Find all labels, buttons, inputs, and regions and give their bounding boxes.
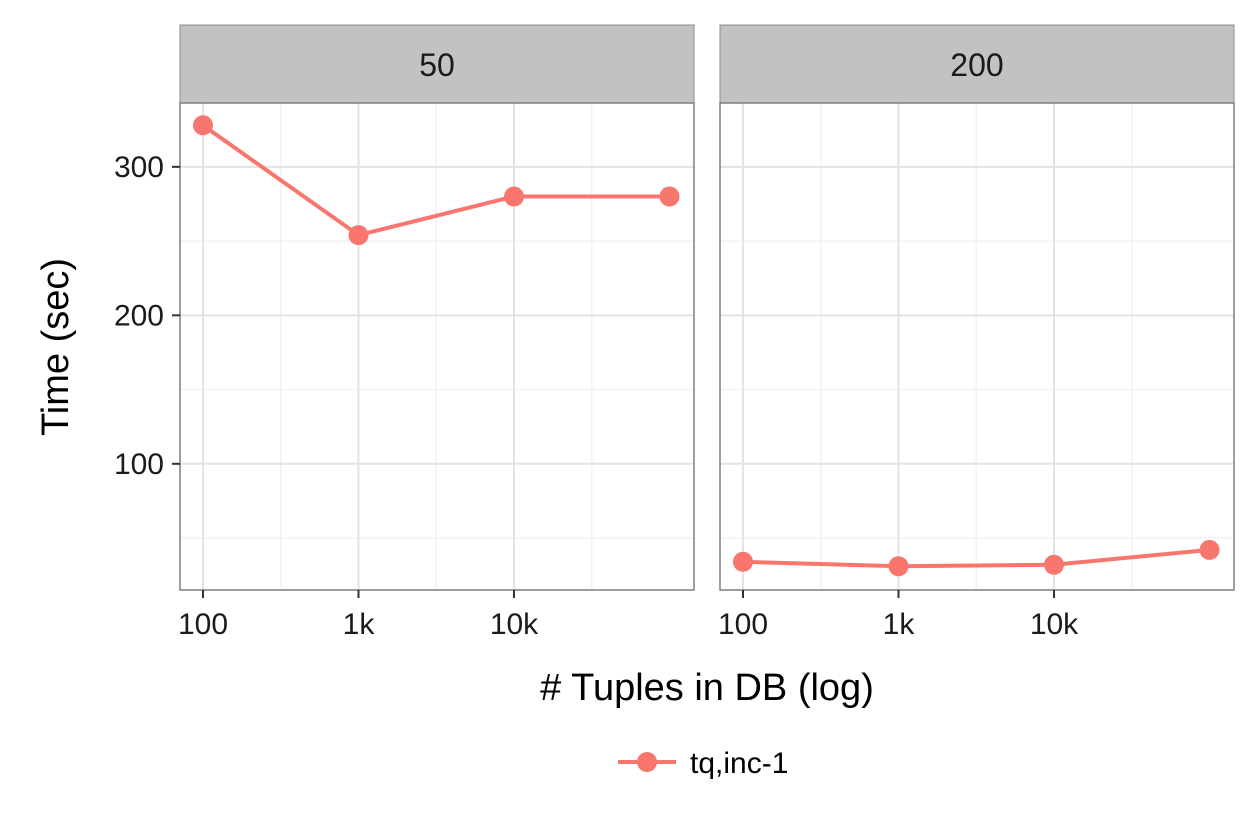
series-line-tq-inc-1-facet-1 (201, 123, 670, 238)
facet-label-1: 50 (419, 47, 455, 83)
data-point (193, 115, 213, 136)
facet-panel-2: 200 (719, 24, 1235, 591)
facet-strip-2 (719, 24, 1235, 104)
x-tick-label: 100 (178, 608, 228, 641)
legend: tq,inc-1 (618, 747, 788, 780)
grid-2 (720, 103, 1234, 590)
y-tick-label: 100 (114, 448, 164, 481)
points-2 (733, 539, 1220, 577)
data-point (348, 225, 369, 246)
x-tick-label: 10k (490, 608, 539, 641)
data-point (733, 551, 753, 572)
legend-entry-tq-inc-1: tq,inc-1 (690, 747, 788, 780)
y-axis: 100 200 300 (114, 151, 180, 481)
x-tick-label: 10k (1030, 608, 1079, 641)
facet-panel-1: 50 (179, 24, 695, 591)
x-tick-label: 100 (718, 608, 768, 641)
grid-1 (180, 103, 694, 590)
y-tick-label: 300 (114, 151, 164, 184)
legend-key-point (637, 752, 657, 772)
x-axis-title: # Tuples in DB (log) (540, 667, 874, 709)
facet-strip-1 (179, 24, 695, 104)
data-point (659, 186, 680, 207)
x-tick-label: 1k (343, 608, 376, 641)
x-tick-label: 1k (883, 608, 916, 641)
data-point (504, 186, 524, 207)
series-line-tq-inc-1-facet-2 (742, 547, 1210, 569)
y-tick-label: 200 (114, 299, 164, 332)
data-point (888, 556, 909, 577)
points-1 (193, 115, 680, 246)
data-point (1199, 539, 1220, 560)
x-axis-2: 100 1k 10k (718, 590, 1079, 641)
x-axis-1: 100 1k 10k (178, 590, 539, 641)
facet-label-2: 200 (950, 47, 1003, 83)
plot-border-2 (719, 102, 1235, 591)
data-point (1044, 554, 1064, 575)
plot-border-1 (179, 102, 695, 591)
y-axis-title: Time (sec) (35, 258, 77, 436)
